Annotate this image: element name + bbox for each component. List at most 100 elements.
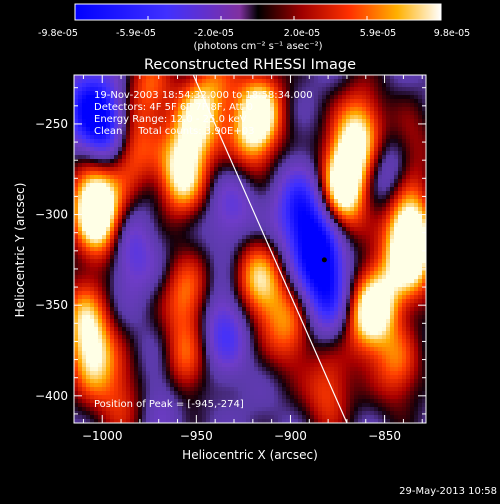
heatmap-cell <box>298 179 302 183</box>
heatmap-cell <box>254 103 258 107</box>
heatmap-cell <box>118 183 122 187</box>
heatmap-cell <box>142 207 146 211</box>
heatmap-cell <box>166 83 170 87</box>
heatmap-cell <box>402 235 406 239</box>
heatmap-cell <box>250 75 254 79</box>
heatmap-cell <box>370 211 374 215</box>
heatmap-cell <box>226 219 230 223</box>
heatmap-cell <box>270 283 274 287</box>
heatmap-cell <box>98 235 102 239</box>
heatmap-cell <box>310 171 314 175</box>
heatmap-cell <box>418 79 422 83</box>
heatmap-cell <box>190 291 194 295</box>
heatmap-cell <box>122 187 126 191</box>
heatmap-cell <box>294 187 298 191</box>
heatmap-cell <box>418 287 422 291</box>
heatmap-cell <box>314 195 318 199</box>
heatmap-cell <box>106 151 110 155</box>
heatmap-cell <box>322 235 326 239</box>
heatmap-cell <box>390 235 394 239</box>
heatmap-cell <box>262 207 266 211</box>
heatmap-cell <box>290 155 294 159</box>
heatmap-cell <box>310 223 314 227</box>
heatmap-cell <box>386 87 390 91</box>
heatmap-cell <box>190 211 194 215</box>
heatmap-cell <box>338 255 342 259</box>
heatmap-cell <box>150 151 154 155</box>
heatmap-cell <box>386 75 390 79</box>
heatmap-cell <box>274 215 278 219</box>
heatmap-cell <box>338 123 342 127</box>
heatmap-cell <box>286 199 290 203</box>
heatmap-cell <box>306 155 310 159</box>
heatmap-cell <box>310 107 314 111</box>
heatmap-cell <box>246 283 250 287</box>
heatmap-cell <box>322 79 326 83</box>
heatmap-cell <box>270 215 274 219</box>
heatmap-cell <box>222 227 226 231</box>
heatmap-cell <box>378 127 382 131</box>
heatmap-cell <box>234 207 238 211</box>
heatmap-cell <box>262 243 266 247</box>
heatmap-cell <box>318 155 322 159</box>
heatmap-cell <box>398 259 402 263</box>
heatmap-cell <box>206 179 210 183</box>
heatmap-cell <box>314 171 318 175</box>
heatmap-cell <box>306 215 310 219</box>
heatmap-cell <box>330 195 334 199</box>
heatmap-cell <box>262 167 266 171</box>
heatmap-cell <box>86 295 90 299</box>
heatmap-cell <box>82 247 86 251</box>
heatmap-cell <box>250 227 254 231</box>
heatmap-cell <box>90 159 94 163</box>
heatmap-cell <box>270 111 274 115</box>
heatmap-cell <box>94 171 98 175</box>
heatmap-cell <box>234 299 238 303</box>
heatmap-cell <box>346 179 350 183</box>
heatmap-cell <box>294 191 298 195</box>
heatmap-cell <box>122 175 126 179</box>
heatmap-cell <box>250 259 254 263</box>
heatmap-cell <box>94 83 98 87</box>
heatmap-cell <box>314 259 318 263</box>
heatmap-cell <box>402 271 406 275</box>
heatmap-cell <box>130 143 134 147</box>
heatmap-cell <box>334 211 338 215</box>
heatmap-cell <box>262 163 266 167</box>
heatmap-cell <box>246 155 250 159</box>
heatmap-cell <box>86 263 90 267</box>
heatmap-cell <box>226 275 230 279</box>
heatmap-cell <box>182 271 186 275</box>
heatmap-cell <box>350 119 354 123</box>
heatmap-cell <box>162 239 166 243</box>
heatmap-cell <box>206 211 210 215</box>
heatmap-cell <box>414 151 418 155</box>
heatmap-cell <box>266 195 270 199</box>
heatmap-cell <box>126 211 130 215</box>
heatmap-cell <box>198 75 202 79</box>
heatmap-cell <box>74 95 78 99</box>
heatmap-cell <box>282 243 286 247</box>
heatmap-cell <box>250 195 254 199</box>
heatmap-cell <box>362 83 366 87</box>
heatmap-cell <box>290 271 294 275</box>
heatmap-cell <box>138 219 142 223</box>
heatmap-cell <box>102 283 106 287</box>
heatmap-cell <box>126 151 130 155</box>
heatmap-cell <box>170 219 174 223</box>
heatmap-cell <box>286 83 290 87</box>
heatmap-cell <box>286 195 290 199</box>
heatmap-cell <box>286 151 290 155</box>
heatmap-cell <box>302 123 306 127</box>
heatmap-cell <box>354 171 358 175</box>
heatmap-cell <box>354 275 358 279</box>
heatmap-cell <box>310 295 314 299</box>
heatmap-cell <box>234 295 238 299</box>
heatmap-cell <box>374 211 378 215</box>
heatmap-cell <box>218 203 222 207</box>
heatmap-cell <box>190 247 194 251</box>
heatmap-cell <box>190 287 194 291</box>
heatmap-cell <box>238 251 242 255</box>
heatmap-cell <box>254 155 258 159</box>
heatmap-cell <box>410 151 414 155</box>
